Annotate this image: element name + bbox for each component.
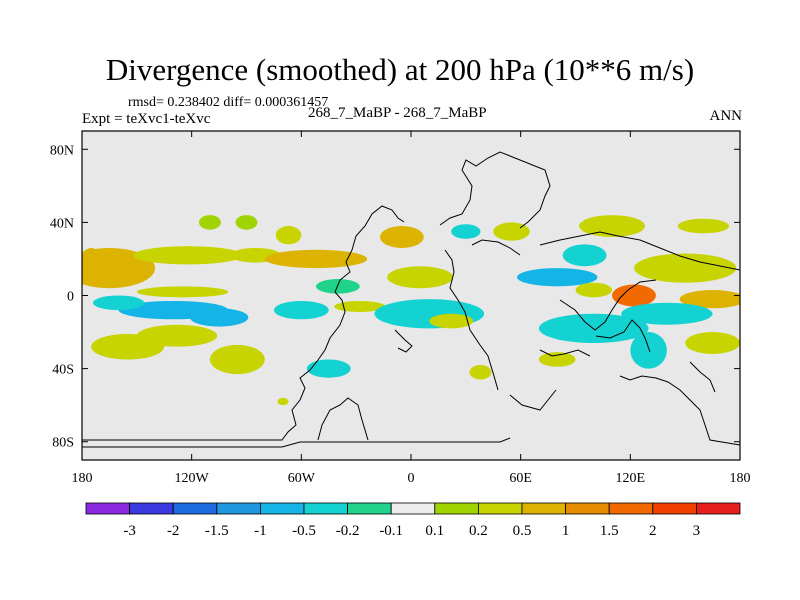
- contour-feature-37: [538, 352, 576, 367]
- contour-feature-27: [562, 244, 607, 267]
- contour-feature-14: [189, 308, 249, 327]
- x-tick-label: 180: [72, 471, 93, 486]
- coastline-segment: [559, 279, 657, 331]
- coastline-segment: [439, 151, 551, 229]
- coastline-segment: [317, 397, 369, 441]
- contour-fields: [82, 215, 740, 406]
- y-tick-label: 40S: [52, 363, 74, 378]
- y-tick-label: 40N: [50, 216, 74, 231]
- colorbar: -3 -2 -1.5 -1 -0.5 -0.2 -0.1 0.1 0.2 0.5 1 1.5 2 3: [85, 502, 741, 539]
- contour-feature-11: [306, 359, 351, 378]
- contour-feature-9: [209, 344, 265, 375]
- colorbar-swatch: [652, 502, 697, 515]
- y-tick-label: 80S: [52, 436, 74, 451]
- coastline-segment: [619, 375, 740, 446]
- contour-feature-30: [612, 284, 656, 307]
- colorbar-swatch: [565, 502, 610, 515]
- contour-feature-22: [387, 266, 454, 289]
- contour-feature-35: [630, 332, 667, 369]
- contour-feature-38: [469, 364, 492, 380]
- contour-feature-21: [429, 313, 474, 329]
- coastline-segment: [394, 329, 413, 353]
- colorbar-swatch: [129, 502, 174, 515]
- contour-feature-26: [517, 268, 598, 287]
- colorbar-swatch: [434, 502, 479, 515]
- contour-feature-24: [451, 224, 481, 239]
- contour-feature-31: [575, 282, 613, 298]
- colorbar-swatch: [216, 502, 261, 515]
- contour-feature-15: [92, 295, 145, 311]
- x-tick-label: 60E: [509, 471, 532, 486]
- colorbar-label: 0.1: [425, 523, 444, 539]
- coastline-segment: [471, 239, 521, 256]
- contour-feature-7: [235, 215, 258, 230]
- coastline-segment: [509, 389, 557, 411]
- contour-feature-17: [273, 300, 329, 320]
- colorbar-label: -0.5: [292, 523, 316, 539]
- colorbar-label: -0.1: [379, 523, 403, 539]
- contour-feature-39: [677, 218, 730, 234]
- contour-feature-10: [136, 324, 218, 347]
- colorbar-swatch: [390, 502, 436, 515]
- season-label: ANN: [709, 108, 743, 124]
- colorbar-label: -1.5: [205, 523, 229, 539]
- coastline-segment: [444, 249, 499, 391]
- contour-feature-36: [685, 332, 740, 354]
- contour-feature-16: [136, 286, 229, 298]
- x-tick-label: 60W: [288, 471, 316, 486]
- x-axis: 180 120W 60W 0 60E 120E 180: [72, 131, 751, 486]
- coastline-segment: [82, 205, 405, 441]
- contour-feature-1: [82, 247, 103, 278]
- y-tick-label: 0: [67, 290, 74, 305]
- colorbar-swatch: [608, 502, 654, 515]
- coastline-segment: [595, 319, 651, 353]
- coastline-segment: [539, 349, 591, 357]
- colorbar-swatch: [521, 502, 566, 515]
- colorbar-label: 0.2: [469, 523, 488, 539]
- colorbar-label: 0.5: [513, 523, 532, 539]
- colorbar-label: 2: [649, 523, 657, 539]
- x-tick-label: 0: [408, 471, 415, 486]
- colorbar-swatch: [347, 502, 392, 515]
- y-tick-label: 80N: [50, 143, 74, 158]
- colorbar-swatch: [303, 502, 348, 515]
- contour-feature-28: [579, 215, 645, 238]
- contour-feature-32: [679, 290, 740, 309]
- contour-feature-4: [275, 226, 302, 245]
- coastline-segment: [539, 231, 740, 271]
- case-names: 268_7_MaBP - 268_7_MaBP: [308, 105, 487, 121]
- rmsd-diff-stats: rmsd= 0.238402 diff= 0.000361457: [128, 95, 329, 110]
- contour-feature-23: [379, 226, 424, 248]
- x-tick-label: 120E: [616, 471, 646, 486]
- colorbar-swatch: [477, 502, 523, 515]
- colorbar-label: -1: [254, 523, 267, 539]
- colorbar-label: -3: [123, 523, 136, 539]
- colorbar-label: 1: [562, 523, 570, 539]
- colorbar-swatch: [259, 502, 305, 515]
- colorbar-label: -2: [167, 523, 180, 539]
- contour-feature-2: [133, 246, 243, 265]
- contour-feature-29: [633, 253, 737, 283]
- contour-feature-6: [198, 215, 221, 230]
- colorbar-swatch: [85, 502, 130, 515]
- chart-title: Divergence (smoothed) at 200 hPa (10**6 …: [105, 52, 695, 87]
- colorbar-swatch: [696, 502, 741, 515]
- contour-feature-5: [264, 249, 368, 269]
- x-tick-label: 120W: [175, 471, 210, 486]
- coastline-outline: [82, 151, 740, 448]
- experiment-label: Expt = teXvc1-teXvc: [82, 111, 211, 127]
- contour-feature-12: [277, 397, 289, 406]
- colorbar-swatch: [172, 502, 218, 515]
- colorbar-label: -0.2: [336, 523, 360, 539]
- colorbar-label: 1.5: [600, 523, 619, 539]
- x-tick-label: 180: [730, 471, 751, 486]
- coastline-segment: [82, 437, 511, 448]
- contour-feature-18: [334, 300, 386, 312]
- colorbar-label: 3: [693, 523, 701, 539]
- contour-feature-34: [621, 302, 713, 325]
- y-axis: 80N 40N 0 40S 80S: [50, 143, 740, 451]
- coastline-segment: [689, 361, 716, 393]
